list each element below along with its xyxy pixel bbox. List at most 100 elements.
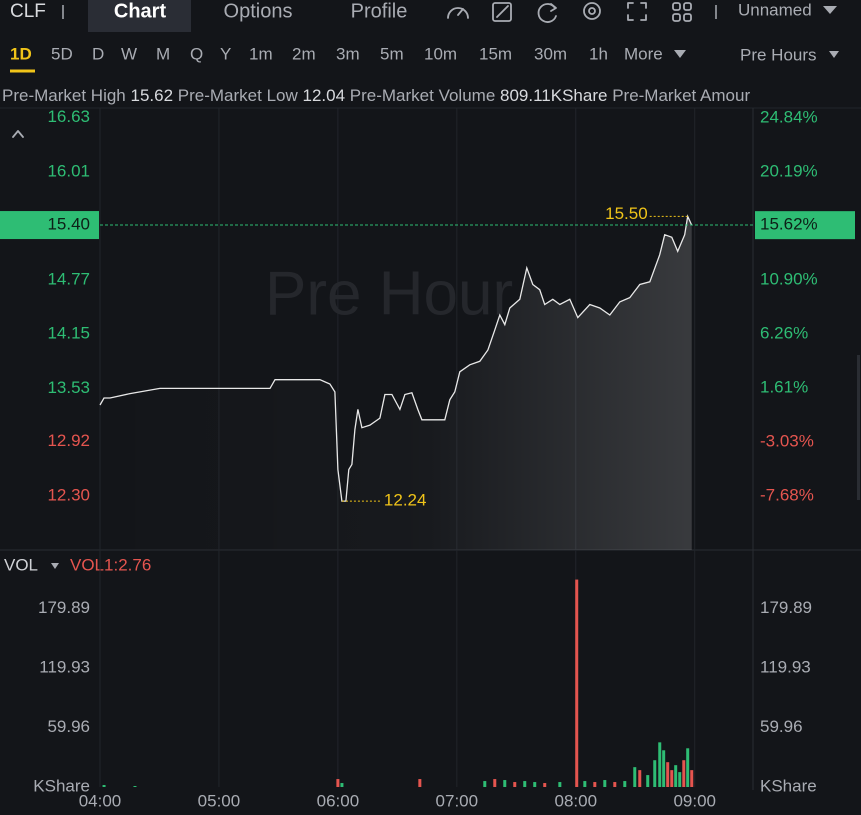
y-tick-label: 13.53	[47, 378, 90, 397]
volume-bar	[483, 781, 487, 787]
volume-bar	[340, 783, 344, 787]
y2-tick-label: 179.89	[760, 598, 812, 617]
timeframe[interactable]: 5m	[380, 44, 404, 63]
y-tick-label: 59.96	[47, 717, 90, 736]
y2-tick-label: 10.90%	[760, 269, 818, 288]
volume-bar	[686, 748, 690, 787]
scrollbar	[857, 355, 860, 500]
volume-bar	[493, 779, 497, 787]
layout-icon[interactable]	[672, 2, 692, 22]
timeframe[interactable]: 15m	[479, 44, 512, 63]
y2-tick-label: 20.19%	[760, 162, 818, 181]
layout-name[interactable]: Unnamed	[738, 0, 812, 19]
stat-label: Pre-Market High	[2, 86, 126, 105]
y2-tick-label: 59.96	[760, 717, 803, 736]
volume-bar	[653, 760, 657, 787]
refresh-icon[interactable]	[537, 3, 557, 23]
stats-line: Pre-Market High 15.62 Pre-Market Low 12.…	[2, 86, 750, 105]
y2-tick-label: -3.03%	[760, 431, 814, 450]
timeframe[interactable]: 2m	[292, 44, 316, 63]
draw-icon[interactable]	[492, 2, 512, 22]
session-selector[interactable]: Pre Hours	[740, 45, 817, 64]
timeframe[interactable]: 1D	[10, 44, 32, 63]
timeframe[interactable]: D	[92, 44, 104, 63]
y-tick-label: 12.30	[47, 485, 90, 504]
x-tick-label: 09:00	[673, 791, 716, 810]
unit-label: KShare	[33, 776, 90, 795]
timeframe[interactable]: 5D	[51, 44, 73, 63]
timeframe[interactable]: M	[156, 44, 170, 63]
volume-bar	[678, 772, 682, 787]
watermark: Pre Hour	[265, 259, 513, 328]
last-price-label: 15.40	[47, 215, 90, 234]
indicator-icon[interactable]	[447, 7, 469, 19]
symbol: CLF	[10, 1, 46, 22]
volume-bar	[558, 782, 562, 787]
x-tick-label: 07:00	[436, 791, 479, 810]
indicator-name[interactable]: VOL	[4, 555, 38, 574]
timeframe[interactable]: 30m	[534, 44, 567, 63]
stat-value: 15.62	[131, 86, 174, 105]
volume-bar	[336, 779, 340, 787]
timeframe[interactable]: 10m	[424, 44, 457, 63]
volume-bar	[613, 782, 617, 787]
y-tick-label: 14.15	[47, 324, 90, 343]
timeframe[interactable]: 1m	[249, 44, 273, 63]
last-change-label: 15.62%	[760, 215, 818, 234]
x-tick-label: 06:00	[317, 791, 360, 810]
x-tick-label: 08:00	[555, 791, 598, 810]
volume-bar	[513, 782, 517, 787]
volume-bar	[418, 779, 422, 787]
volume-bar	[666, 762, 670, 787]
timeframe[interactable]: W	[121, 44, 137, 63]
y2-tick-label: 1.61%	[760, 377, 808, 396]
indicator-value: VOL1:2.76	[70, 555, 151, 574]
last-change-box	[755, 211, 855, 240]
volume-bar	[133, 786, 137, 787]
last-price-box	[0, 211, 99, 240]
annotation-label: 12.24	[384, 491, 427, 510]
y-tick-label: 16.63	[47, 107, 90, 126]
tab[interactable]: Chart	[114, 0, 167, 22]
timeframe[interactable]: Y	[220, 44, 231, 63]
volume-bar	[583, 781, 587, 787]
timeframe[interactable]: 1h	[589, 44, 608, 63]
annotation-label: 15.50	[605, 204, 648, 223]
tab[interactable]: Options	[224, 0, 293, 22]
volume-bar	[633, 767, 637, 787]
y2-tick-label: 119.93	[760, 657, 811, 676]
x-tick-label: 04:00	[79, 791, 122, 810]
y2-tick-label: 24.84%	[760, 107, 818, 126]
volume-bar	[603, 780, 607, 787]
y2-tick-label: -7.68%	[760, 485, 814, 504]
y-tick-label: 16.01	[47, 161, 90, 180]
collapse-icon[interactable]	[12, 130, 24, 138]
dropdown-arrow	[823, 6, 837, 14]
timeframe[interactable]: 3m	[336, 44, 360, 63]
x-tick-label: 05:00	[198, 791, 241, 810]
timeframes: 1D 5D D W M Q Y 1m 2m 3m 5m 10m 15m 30m 1h More	[10, 44, 663, 63]
stat-value: 809.11KShare	[500, 86, 607, 105]
y-tick-label: 12.92	[47, 431, 90, 450]
volume-bar	[575, 579, 579, 787]
volume-bar	[623, 781, 627, 787]
y-tick-label: 119.93	[39, 657, 90, 676]
volume-bar	[593, 782, 597, 787]
price-line	[99, 214, 693, 502]
tab[interactable]: Profile	[351, 0, 408, 22]
timeframe[interactable]: Q	[190, 44, 203, 63]
timeframe[interactable]: More	[624, 44, 663, 63]
unit-label: KShare	[760, 776, 817, 795]
volume-bar	[682, 760, 686, 787]
volume-bar	[503, 780, 507, 787]
fullscreen-icon[interactable]	[627, 2, 647, 21]
settings-icon[interactable]	[583, 2, 601, 20]
y2-tick-label: 6.26%	[760, 323, 808, 342]
stat-value: 12.04	[303, 86, 346, 105]
dropdown-arrow	[829, 51, 839, 58]
price-area	[100, 216, 692, 551]
volume-bar	[523, 781, 527, 787]
y-tick-label: 179.89	[38, 598, 90, 617]
volume-bar	[658, 742, 662, 787]
